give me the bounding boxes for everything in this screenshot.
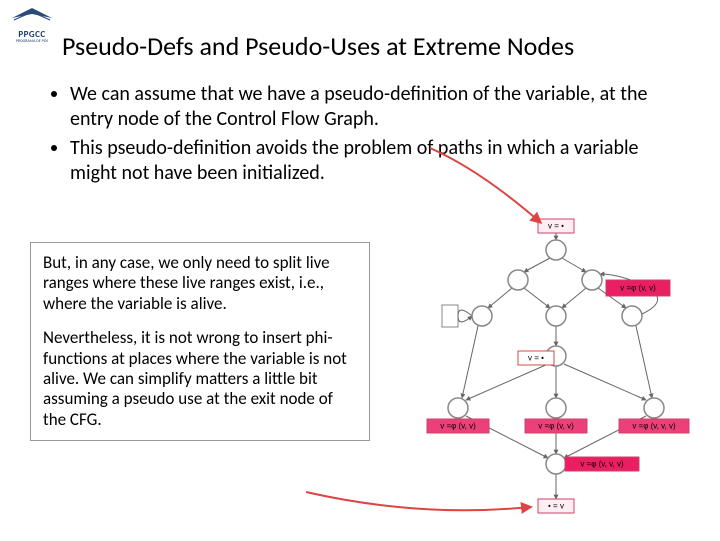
bullet-list: We can assume that we have a pseudo-defi… [50, 82, 690, 190]
svg-text:v =φ (v, v, v): v =φ (v, v, v) [580, 460, 624, 469]
logo-wing-icon [8, 4, 56, 24]
cfg-diagram: v = • v =φ (v, v) v = • v =φ (v, v) v =φ (v,… [386, 216, 716, 536]
logo-subtext: PROGRAMA DE PÓS [8, 40, 56, 44]
logo: PPGCC PROGRAMA DE PÓS [8, 4, 56, 44]
note-paragraph: Nevertheless, it is not wrong to insert … [43, 328, 357, 430]
svg-text:v =φ (v, v): v =φ (v, v) [538, 422, 574, 431]
bullet-item: We can assume that we have a pseudo-defi… [70, 82, 690, 132]
svg-text:v =φ (v, v, v): v =φ (v, v, v) [632, 422, 676, 431]
svg-text:v =φ (v, v): v =φ (v, v) [440, 422, 476, 431]
svg-text:• = v: • = v [548, 502, 564, 511]
bullet-item: This pseudo-definition avoids the proble… [70, 136, 690, 186]
note-box: But, in any case, we only need to split … [30, 242, 370, 441]
svg-text:v = •: v = • [528, 354, 544, 363]
page-title: Pseudo-Defs and Pseudo-Uses at Extreme N… [62, 30, 574, 62]
svg-text:v =φ (v, v): v =φ (v, v) [620, 284, 656, 293]
svg-text:v = •: v = • [548, 222, 564, 231]
note-paragraph: But, in any case, we only need to split … [43, 253, 357, 314]
